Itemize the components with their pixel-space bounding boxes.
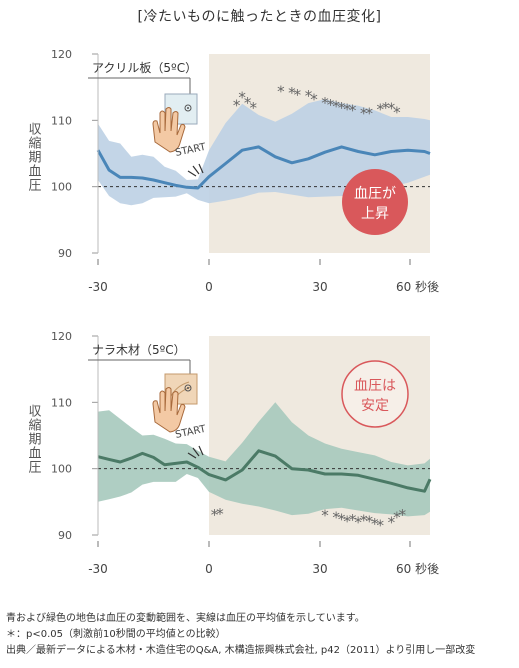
y-tick-label: 100 xyxy=(51,463,72,476)
significance-asterisk: * xyxy=(327,96,335,114)
footnote-significance: ＊：p<0.05（刺激前10秒間の平均値との比較） xyxy=(6,629,226,640)
y-tick-label: 110 xyxy=(51,114,72,127)
target-dot-center xyxy=(187,107,189,109)
significance-asterisk: * xyxy=(393,104,401,122)
mean-line xyxy=(96,145,431,190)
x-tick-label: 30 xyxy=(312,280,327,294)
significance-asterisk: * xyxy=(399,506,407,524)
y-tick-label: 100 xyxy=(51,181,72,194)
significance-asterisk: * xyxy=(388,100,396,118)
y-axis-label: 収縮期血圧 xyxy=(26,122,42,192)
y-tick-label: 120 xyxy=(51,330,72,343)
badge-text-line2: 上昇 xyxy=(361,206,389,222)
significance-asterisk: * xyxy=(238,88,246,106)
significance-asterisk: * xyxy=(343,100,351,118)
y-tick-label: 120 xyxy=(51,48,72,61)
x-tick-label: 0 xyxy=(205,562,213,576)
significance-asterisk: * xyxy=(233,96,241,114)
significance-asterisk: * xyxy=(354,514,362,532)
y-tick-label: 90 xyxy=(58,529,72,542)
footnote-legend: 青および緑色の地色は血圧の変動範囲を、実線は血圧の平均値を示しています。 xyxy=(6,613,365,624)
footnote-source: 出典／最新データによる木材・木造住宅のQ&A, 木構造振興株式会社, p42（2… xyxy=(6,645,476,656)
significance-asterisk: * xyxy=(365,512,373,530)
hand-icon xyxy=(152,387,186,433)
x-tick-label: 60 秒後 xyxy=(396,562,439,576)
significance-asterisk: * xyxy=(371,515,379,533)
significance-asterisk: * xyxy=(321,94,329,112)
x-tick-label: 60 秒後 xyxy=(396,280,439,294)
y-tick-label: 110 xyxy=(51,396,72,409)
start-burst-icon xyxy=(187,445,204,459)
hand-touch-illustration xyxy=(152,373,198,433)
significance-asterisk: * xyxy=(294,86,302,104)
badge-text-line2: 安定 xyxy=(361,398,389,414)
badge-text-line1: 血圧は xyxy=(354,378,396,394)
target-dot-center xyxy=(187,387,189,389)
target-dot-icon xyxy=(184,384,192,392)
y-tick-label: 90 xyxy=(58,247,72,260)
variation-band xyxy=(98,99,430,206)
significance-asterisk: * xyxy=(349,511,357,529)
chart-acrylic: ***** ** ** ****** ** ****90100110120収縮期血圧-30… xyxy=(26,48,440,294)
start-burst-icon xyxy=(187,163,204,177)
significance-asterisk: * xyxy=(377,100,385,118)
mean-line xyxy=(97,449,432,493)
hand-touch-illustration xyxy=(152,93,198,153)
significance-asterisk: * xyxy=(332,508,340,526)
y-axis-label: 収縮期血圧 xyxy=(26,404,42,474)
x-tick-label: 0 xyxy=(205,280,213,294)
significance-asterisk: * xyxy=(244,94,252,112)
significance-asterisk: * xyxy=(305,87,313,105)
significance-asterisk: * xyxy=(249,99,257,117)
footnotes: 青および緑色の地色は血圧の変動範囲を、実線は血圧の平均値を示しています。 ＊：p… xyxy=(6,611,516,659)
significance-asterisk: * xyxy=(338,99,346,117)
significance-asterisk: * xyxy=(216,505,224,523)
target-dot-icon xyxy=(184,104,192,112)
significance-asterisk: * xyxy=(360,512,368,530)
badge-circle xyxy=(341,360,409,428)
hand-icon xyxy=(152,107,186,153)
significance-asterisk: * xyxy=(388,514,396,532)
significance-asterisk: * xyxy=(349,102,357,120)
variation-band xyxy=(98,402,430,517)
page-title: [冷たいものに触ったときの血圧変化] xyxy=(137,9,382,25)
x-tick-label: -30 xyxy=(88,280,108,294)
significance-asterisk: * xyxy=(332,98,340,116)
significance-asterisk: * xyxy=(211,506,219,524)
significance-asterisk: * xyxy=(288,84,296,102)
significance-asterisk: * xyxy=(343,512,351,530)
significance-asterisk: * xyxy=(393,508,401,526)
significance-asterisk: * xyxy=(382,99,390,117)
significance-asterisk: * xyxy=(360,104,368,122)
significance-asterisk: * xyxy=(365,104,373,122)
material-label: アクリル板（5ºC） xyxy=(92,61,197,75)
x-tick-label: -30 xyxy=(88,562,108,576)
significance-asterisk: * xyxy=(277,82,285,100)
material-label: ナラ木材（5ºC） xyxy=(92,343,186,357)
significance-asterisk: * xyxy=(377,516,385,534)
badge-text-line1: 血圧が xyxy=(354,186,396,202)
x-tick-label: 30 xyxy=(312,562,327,576)
significance-asterisk: * xyxy=(310,90,318,108)
significance-asterisk: * xyxy=(338,510,346,528)
badge-circle xyxy=(342,169,408,235)
significance-asterisk: * xyxy=(321,506,329,524)
